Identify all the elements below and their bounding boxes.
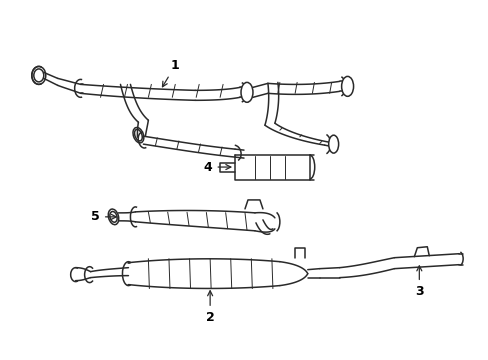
Text: 2: 2 xyxy=(205,291,214,324)
Ellipse shape xyxy=(110,211,117,222)
Text: 5: 5 xyxy=(91,210,116,223)
Polygon shape xyxy=(135,211,254,231)
Ellipse shape xyxy=(328,135,338,153)
Ellipse shape xyxy=(134,130,142,141)
Polygon shape xyxy=(264,123,334,145)
Polygon shape xyxy=(128,259,307,288)
Polygon shape xyxy=(81,84,240,100)
Text: 3: 3 xyxy=(414,266,423,298)
Ellipse shape xyxy=(133,127,143,143)
Ellipse shape xyxy=(241,82,252,102)
Text: 1: 1 xyxy=(162,59,179,87)
Polygon shape xyxy=(143,136,235,157)
Polygon shape xyxy=(267,81,339,94)
Polygon shape xyxy=(339,254,462,278)
Ellipse shape xyxy=(32,67,46,84)
Text: 4: 4 xyxy=(203,161,230,174)
Ellipse shape xyxy=(108,209,119,225)
Ellipse shape xyxy=(34,69,44,82)
Ellipse shape xyxy=(341,76,353,96)
